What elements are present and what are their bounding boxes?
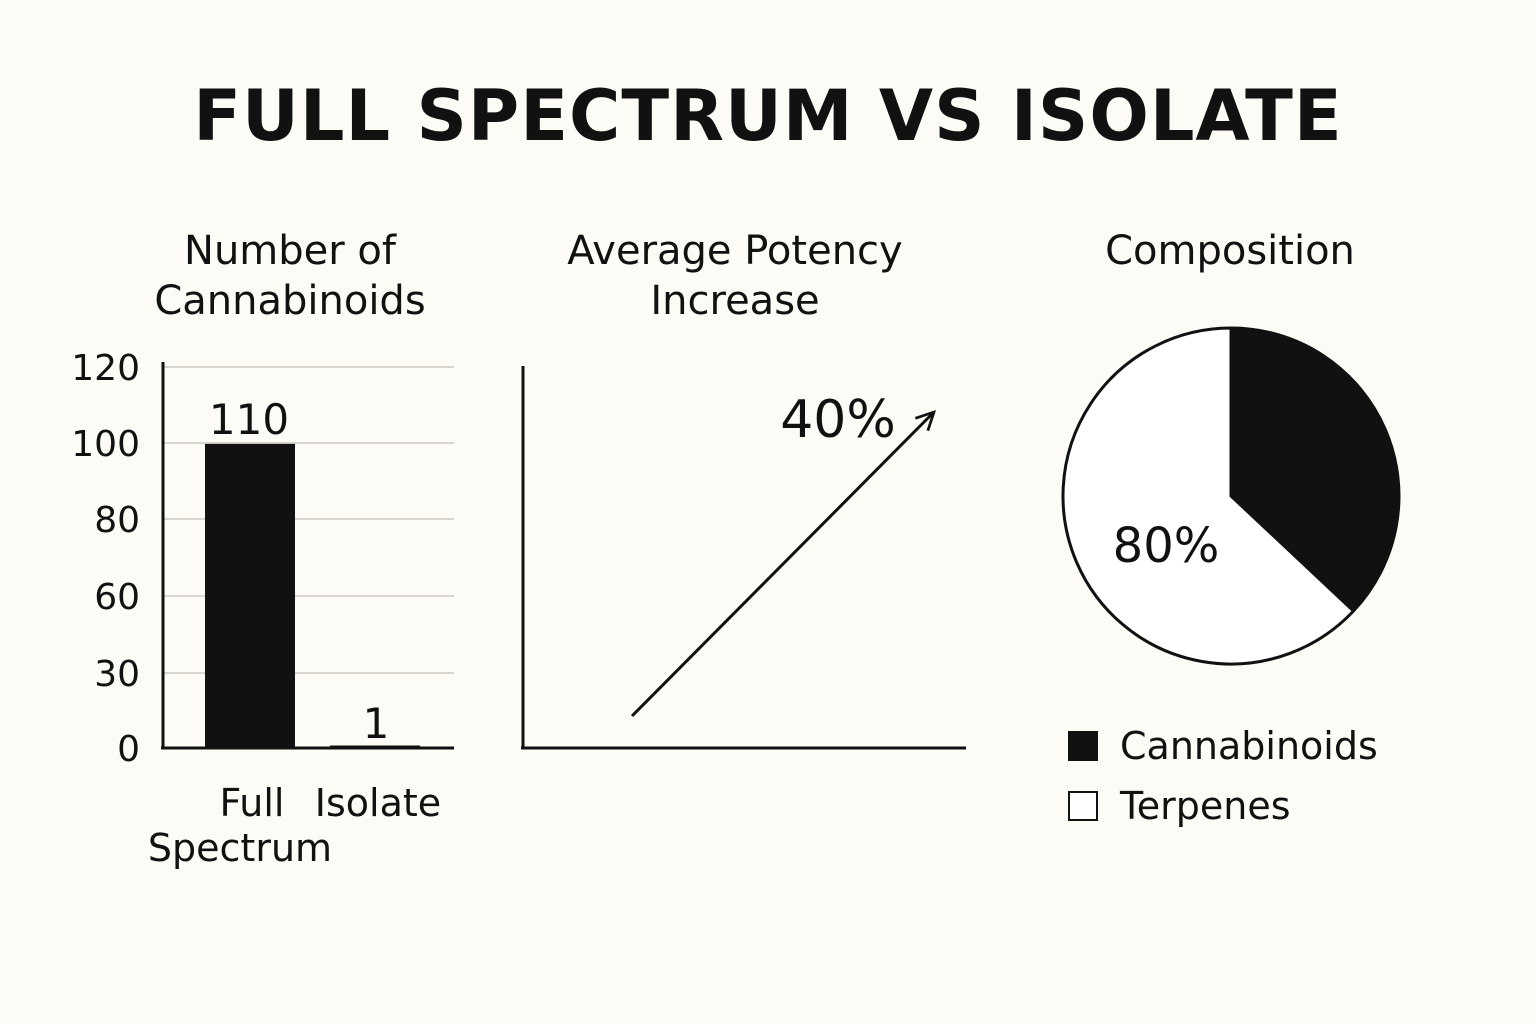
legend-label-terpenes: Terpenes (1120, 784, 1291, 828)
legend-swatch-terpenes (1068, 791, 1098, 821)
pie-chart-title: Composition (1105, 228, 1355, 274)
y-tick-label: 120 (71, 348, 140, 389)
bar-1 (330, 745, 420, 748)
category-label-full: Full (220, 781, 285, 825)
y-tick-label: 80 (94, 500, 140, 541)
line-chart: 40% (521, 366, 966, 750)
legend-swatch-cannabinoids (1068, 731, 1098, 761)
main-title: FULL SPECTRUM VS ISOLATE (193, 75, 1343, 157)
legend-item-cannabinoids: Cannabinoids (1068, 724, 1378, 768)
y-tick-label: 60 (94, 577, 140, 618)
pie-slice-label: 80% (1113, 518, 1220, 574)
pie-slice-label: 80% (1258, 448, 1365, 504)
pie-slice-cannabinoids (1229, 326, 1401, 613)
pie-slice-terpenes (1061, 326, 1355, 666)
bar-value-label: 1 (363, 699, 390, 748)
category-label-isolate: Isolate (315, 781, 441, 825)
legend-item-terpenes: Terpenes (1068, 784, 1291, 828)
category-label-spectrum: Spectrum (148, 826, 332, 870)
y-tick-label: 30 (94, 654, 140, 695)
bar-0 (205, 443, 295, 748)
pie-chart: 80% 80% (1061, 326, 1401, 666)
y-tick-label: 100 (71, 424, 140, 465)
legend-label-cannabinoids: Cannabinoids (1120, 724, 1378, 768)
y-tick-label: 0 (117, 729, 140, 770)
bar-chart-title: Number of Cannabinoids (154, 228, 426, 324)
potency-annotation: 40% (780, 390, 896, 450)
line-chart-title: Average Potency Increase (567, 228, 903, 324)
trend-arrow (630, 412, 934, 718)
bar-value-label: 110 (209, 395, 289, 444)
